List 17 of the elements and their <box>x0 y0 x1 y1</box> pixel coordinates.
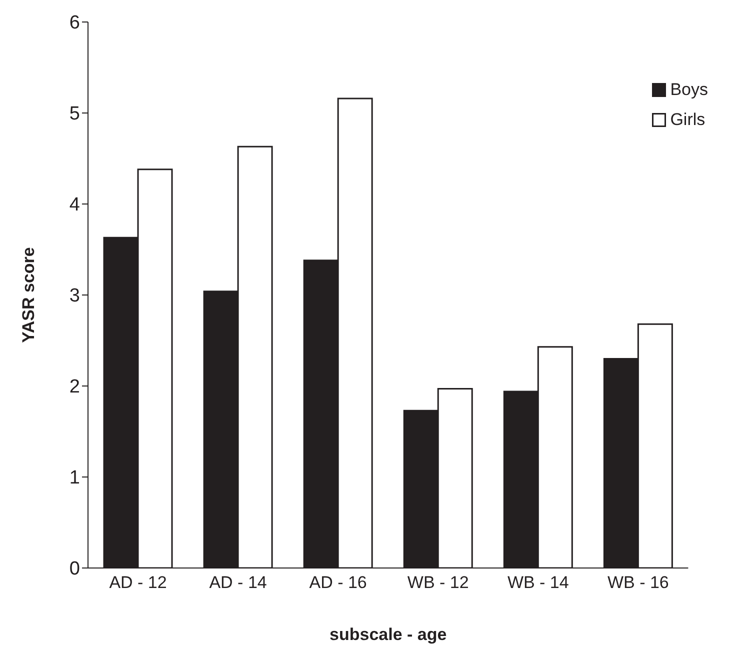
y-tick-label: 3 <box>69 286 80 307</box>
x-tick-label: WB - 12 <box>407 573 469 592</box>
x-tick-label: AD - 12 <box>109 573 167 592</box>
x-tick-label: AD - 14 <box>209 573 267 592</box>
legend-label: Girls <box>670 110 706 130</box>
y-tick-label: 2 <box>69 376 80 398</box>
legend-label: Boys <box>670 80 708 100</box>
x-tick-label: WB - 14 <box>507 573 569 592</box>
x-tick-label: WB - 16 <box>607 573 669 592</box>
y-axis-title: YASR score <box>19 247 38 343</box>
y-tick-label: 0 <box>69 558 80 580</box>
y-tick-label: 6 <box>69 12 80 34</box>
x-axis-title: subscale - age <box>330 625 447 644</box>
y-tick-label: 5 <box>69 104 80 125</box>
y-tick-label: 1 <box>69 468 80 489</box>
y-tick-label: 4 <box>69 194 80 216</box>
x-tick-label: AD - 16 <box>309 573 367 592</box>
